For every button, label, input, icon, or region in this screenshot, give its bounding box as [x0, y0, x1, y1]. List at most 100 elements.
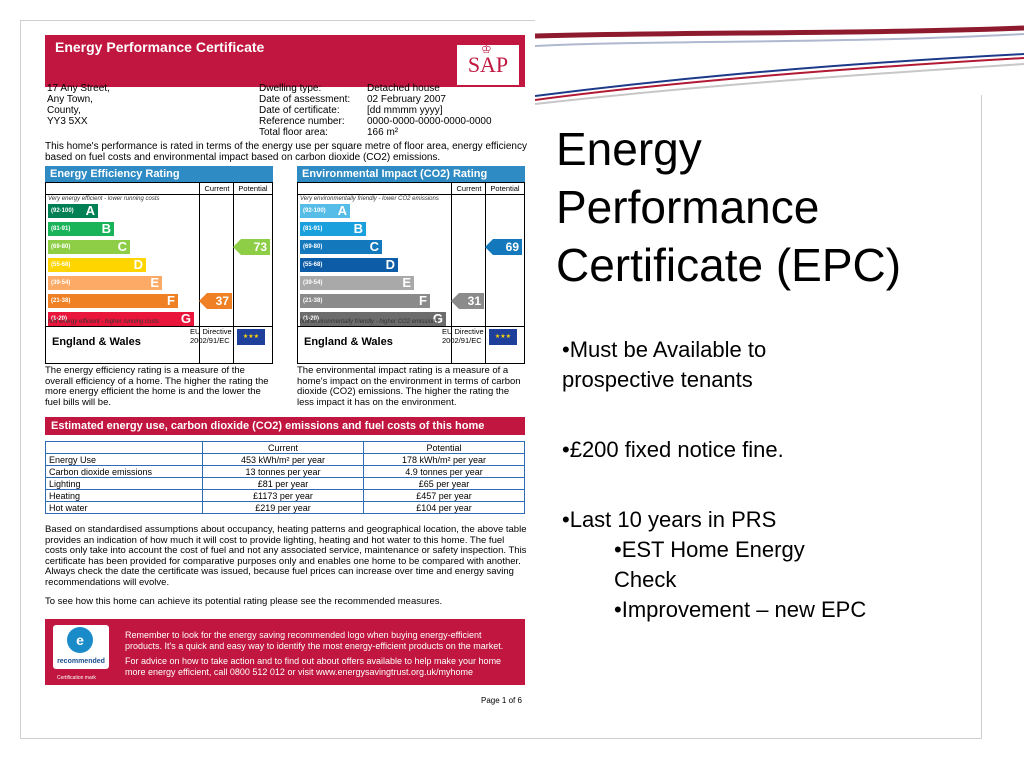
page-number: Page 1 of 6 [481, 696, 522, 705]
detail-label: Dwelling type: [259, 83, 322, 94]
crown-icon: ♔ [481, 42, 492, 56]
rating-body: Current Potential Very energy efficient - … [45, 182, 273, 364]
cost-value: £104 per year [363, 501, 525, 514]
eu-flag-icon: ★★★ [237, 329, 265, 345]
rating-footer: England & Wales EU Directive 2002/91/EC ★★★ [46, 326, 272, 364]
dwelling-details: Dwelling type: Detached house Date of ass… [259, 83, 492, 138]
rating-body: Current Potential Very environmentally fri… [297, 182, 525, 364]
cost-value: £457 per year [363, 489, 525, 502]
bullet-item: •Must be Available to [562, 337, 767, 362]
table-row: Heating £1173 per year £457 per year [45, 489, 525, 502]
frame-divider [20, 738, 982, 739]
environmental-description: The environmental impact rating is a mea… [297, 365, 521, 408]
epc-document: Energy Performance Certificate ♔ SAP 17 … [45, 35, 527, 715]
current-rating-arrow: 31 [451, 293, 484, 309]
band-letter: E [150, 275, 159, 290]
rating-band-g: (1-20) G [300, 312, 446, 326]
costs-column-header [45, 441, 203, 454]
potential-column-header: Potential [234, 183, 272, 195]
energy-saving-promo: e recommended Certification mark Remembe… [45, 619, 525, 685]
band-range: (92-100) [51, 208, 74, 214]
cost-value: 453 kWh/m² per year [202, 453, 364, 466]
cost-value: 13 tonnes per year [202, 465, 364, 478]
band-letter: E [402, 275, 411, 290]
cost-value: £65 per year [363, 477, 525, 490]
environmental-impact-rating: Environmental Impact (CO2) Rating Current… [297, 166, 525, 364]
detail-label: Total floor area: [259, 127, 328, 138]
cost-value: 4.9 tonnes per year [363, 465, 525, 478]
rating-band-d: (55-68) D [48, 258, 146, 272]
band-letter: D [133, 257, 143, 272]
cost-label: Carbon dioxide emissions [45, 465, 203, 478]
cost-value: £219 per year [202, 501, 364, 514]
bottom-note: Not energy efficient - higher running co… [48, 319, 160, 325]
rating-band-c: (69-80) C [300, 240, 382, 254]
band-range: (92-100) [303, 208, 326, 214]
potential-column: Potential [233, 183, 272, 363]
see-recommendations-text: To see how this home can achieve its pot… [45, 596, 443, 607]
rating-band-e: (39-54) E [300, 276, 414, 290]
cost-value: £1173 per year [202, 489, 364, 502]
title-line: Certificate (EPC) [556, 239, 902, 291]
band-letter: G [180, 311, 191, 326]
rating-band-b: (81-91) B [48, 222, 114, 236]
slide-title: Energy Performance Certificate (EPC) [556, 120, 956, 294]
costs-header-row: Current Potential [45, 441, 525, 454]
potential-rating-arrow: 73 [233, 239, 270, 255]
efficiency-description: The energy efficiency rating is a measur… [45, 365, 269, 408]
cost-label: Heating [45, 489, 203, 502]
detail-value: Detached house [367, 83, 440, 94]
rating-band-a: (92-100) A [300, 204, 350, 218]
title-line: Energy [556, 123, 702, 175]
bullet-item: •£200 fixed notice fine. [562, 437, 784, 462]
rating-band-g: (1-20) G [48, 312, 194, 326]
detail-label: Date of assessment: [259, 94, 351, 105]
epc-header: Energy Performance Certificate ♔ SAP [45, 35, 525, 87]
costs-column-header: Potential [363, 441, 525, 454]
energy-saving-recommended-logo: e recommended [53, 625, 109, 669]
region-label: England & Wales [52, 336, 141, 348]
address-line: County, [47, 105, 81, 116]
band-range: (1-20) [303, 316, 320, 322]
table-row: Carbon dioxide emissions 13 tonnes per ye… [45, 465, 525, 478]
decorative-swoosh [535, 25, 1024, 105]
band-letter: F [419, 293, 427, 308]
eu-directive-line: EU Directive [190, 327, 232, 336]
top-note: Very energy efficient - lower running co… [48, 196, 160, 202]
rating-band-f: (21-38) F [48, 294, 178, 308]
detail-value: 0000-0000-0000-0000-0000 [367, 116, 492, 127]
assumptions-text: Based on standardised assumptions about … [45, 524, 527, 588]
table-row: Lighting £81 per year £65 per year [45, 477, 525, 490]
title-line: Performance [556, 181, 820, 233]
current-rating-arrow: 37 [199, 293, 232, 309]
current-column: Current [451, 183, 486, 363]
current-column: Current [199, 183, 234, 363]
band-letter: C [369, 239, 379, 254]
frame-divider [981, 95, 982, 739]
address-line: 17 Any Street, [47, 83, 110, 94]
band-range: (1-20) [51, 316, 68, 322]
table-row: Hot water £219 per year £104 per year [45, 501, 525, 514]
address-line: YY3 5XX [47, 116, 88, 127]
rating-band-e: (39-54) E [48, 276, 162, 290]
potential-column-header: Potential [486, 183, 524, 195]
band-range: (39-54) [51, 280, 71, 286]
eu-directive-line: 2002/91/EC [442, 336, 482, 345]
band-letter: G [432, 311, 443, 326]
costs-section-title: Estimated energy use, carbon dioxide (CO… [45, 417, 525, 435]
potential-column: Potential [485, 183, 524, 363]
detail-label: Reference number: [259, 116, 345, 127]
sap-logo-text: SAP [467, 52, 509, 77]
rating-title: Energy Efficiency Rating [45, 166, 273, 182]
eu-flag-icon: ★★★ [489, 329, 517, 345]
detail-label: Date of certificate: [259, 105, 340, 116]
frame-divider [20, 20, 535, 21]
band-letter: A [337, 203, 347, 218]
logo-label: recommended [57, 658, 105, 665]
rating-footer: England & Wales EU Directive 2002/91/EC ★★★ [298, 326, 524, 364]
cost-value: 178 kWh/m² per year [363, 453, 525, 466]
sub-bullet-item: •EST Home Energy [614, 537, 805, 562]
band-range: (69-80) [51, 244, 71, 250]
band-letter: F [167, 293, 175, 308]
intro-text: This home's performance is rated in term… [45, 141, 527, 163]
